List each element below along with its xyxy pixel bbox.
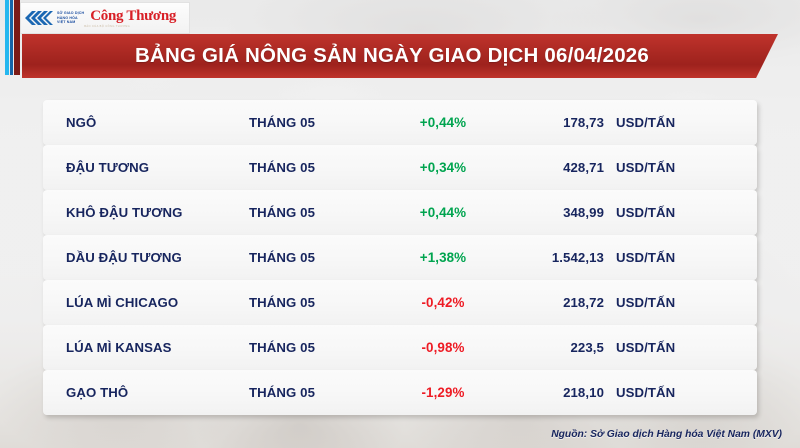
mxv-logo-text: SỞ GIAO DỊCH HÀNG HÓA VIỆT NAM xyxy=(57,11,84,25)
price-unit: USD/TẤN xyxy=(616,295,676,310)
price-table: NGÔ THÁNG 05 +0,44% 178,73 USD/TẤN ĐẬU TƯƠNG T… xyxy=(43,100,757,415)
price-unit: USD/TẤN xyxy=(616,385,676,400)
price-change: -0,98% xyxy=(421,340,465,355)
mxv-logo: SỞ GIAO DỊCH HÀNG HÓA VIỆT NAM xyxy=(24,7,84,29)
page-title: BẢNG GIÁ NÔNG SẢN NGÀY GIAO DỊCH 06/04/2… xyxy=(134,44,649,67)
newspaper-logo: Công Thương BÁO CỦA BỘ CÔNG THƯƠNG xyxy=(84,7,177,28)
contract-month: THÁNG 05 xyxy=(249,295,316,310)
contract-month: THÁNG 05 xyxy=(249,115,316,130)
mxv-chevron-icon xyxy=(25,11,53,25)
contract-month: THÁNG 05 xyxy=(249,385,316,400)
price-unit: USD/TẤN xyxy=(616,250,676,265)
price-value: 218,10 xyxy=(563,385,604,400)
price-change: +1,38% xyxy=(419,250,467,265)
price-value: 223,5 xyxy=(570,340,604,355)
table-row: LÚA MÌ CHICAGO THÁNG 05 -0,42% 218,72 USD/TẤ… xyxy=(43,280,757,325)
commodity-name: LÚA MÌ CHICAGO xyxy=(66,295,179,310)
table-row: LÚA MÌ KANSAS THÁNG 05 -0,98% 223,5 USD/TẤN xyxy=(43,325,757,370)
price-unit: USD/TẤN xyxy=(616,340,676,355)
price-value: 1.542,13 xyxy=(551,250,604,265)
table-row: ĐẬU TƯƠNG THÁNG 05 +0,34% 428,71 USD/TẤN xyxy=(43,145,757,190)
commodity-name: NGÔ xyxy=(66,115,97,130)
title-banner xyxy=(22,34,778,78)
newspaper-subtitle: BÁO CỦA BỘ CÔNG THƯƠNG xyxy=(84,24,130,28)
logo-bar: SỞ GIAO DỊCH HÀNG HÓA VIỆT NAM Công Thươ… xyxy=(20,2,190,34)
table-row: KHÔ ĐẬU TƯƠNG THÁNG 05 +0,44% 348,99 USD/TẤN xyxy=(43,190,757,235)
price-unit: USD/TẤN xyxy=(616,160,676,175)
price-unit: USD/TẤN xyxy=(616,115,676,130)
price-change: -1,29% xyxy=(421,385,465,400)
price-value: 348,99 xyxy=(563,205,604,220)
price-value: 178,73 xyxy=(563,115,604,130)
contract-month: THÁNG 05 xyxy=(249,340,316,355)
commodity-name: LÚA MÌ KANSAS xyxy=(66,340,172,355)
mxv-logo-line-1: SỞ GIAO DỊCH xyxy=(57,11,85,16)
accent-stripe-cyan xyxy=(5,0,9,75)
accent-stripe-maroon xyxy=(14,0,20,75)
contract-month: THÁNG 05 xyxy=(249,250,316,265)
price-change: +0,34% xyxy=(419,160,467,175)
contract-month: THÁNG 05 xyxy=(249,160,316,175)
accent-stripe-blue xyxy=(10,0,13,75)
price-change: -0,42% xyxy=(421,295,465,310)
price-value: 428,71 xyxy=(563,160,604,175)
price-change: +0,44% xyxy=(419,115,467,130)
commodity-name: KHÔ ĐẬU TƯƠNG xyxy=(66,205,183,220)
mxv-logo-line-3: VIỆT NAM xyxy=(57,20,76,25)
price-value: 218,72 xyxy=(563,295,604,310)
source-note: Nguồn: Sở Giao dịch Hàng hóa Việt Nam (M… xyxy=(551,429,782,440)
commodity-name: ĐẬU TƯƠNG xyxy=(66,160,150,175)
table-row: DẦU ĐẬU TƯƠNG THÁNG 05 +1,38% 1.542,13 USD/T… xyxy=(43,235,757,280)
table-row: NGÔ THÁNG 05 +0,44% 178,73 USD/TẤN xyxy=(43,100,757,145)
commodity-name: GẠO THÔ xyxy=(66,385,129,400)
contract-month: THÁNG 05 xyxy=(249,205,316,220)
price-change: +0,44% xyxy=(419,205,467,220)
price-unit: USD/TẤN xyxy=(616,205,676,220)
commodity-name: DẦU ĐẬU TƯƠNG xyxy=(66,250,182,265)
newspaper-name: Công Thương xyxy=(90,7,177,24)
table-row: GẠO THÔ THÁNG 05 -1,29% 218,10 USD/TẤN xyxy=(43,370,757,415)
mxv-logo-line-2: HÀNG HÓA xyxy=(57,15,78,20)
